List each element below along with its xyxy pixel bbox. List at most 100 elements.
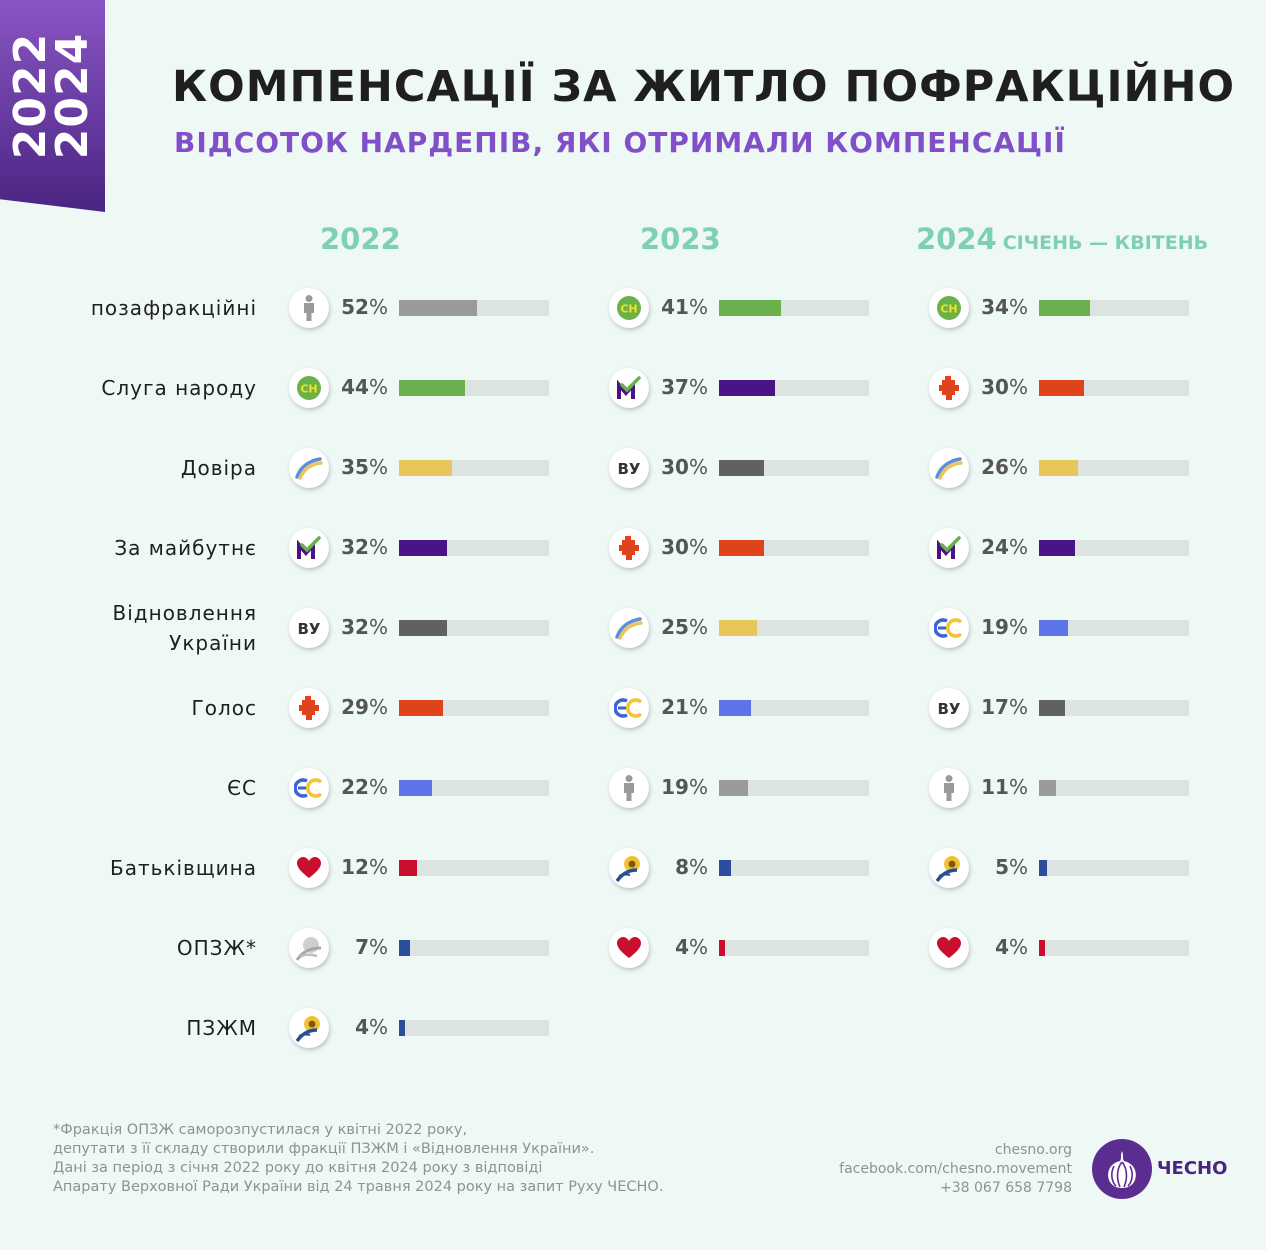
- bar-value-label: 25%: [661, 615, 708, 639]
- bar-track: [399, 620, 549, 636]
- bar-doveria: [1039, 460, 1078, 476]
- contacts: chesno.org facebook.com/chesno.movement …: [839, 1141, 1072, 1198]
- dovira-icon: [289, 448, 329, 488]
- bar-holos: [399, 700, 443, 716]
- bar-value-label: 30%: [661, 455, 708, 479]
- bar-value-label: 44%: [341, 375, 388, 399]
- sunflower-icon: [929, 848, 969, 888]
- bar-track: [719, 620, 869, 636]
- bar-track: [719, 300, 869, 316]
- bar-track: [719, 780, 869, 796]
- bar-value-label: 8%: [675, 855, 708, 879]
- year-ribbon-text: 2022 2024: [5, 32, 98, 160]
- bar-track: [399, 780, 549, 796]
- website-link[interactable]: chesno.org: [994, 1142, 1072, 1158]
- bar-doveria: [399, 460, 452, 476]
- person-icon: [929, 768, 969, 808]
- bar-doveria: [719, 620, 757, 636]
- bar-value-label: 35%: [341, 455, 388, 479]
- vu-icon: ВУ: [609, 448, 649, 488]
- bar-value-label: 4%: [675, 935, 708, 959]
- sunflower-icon: [609, 848, 649, 888]
- ribbon-year-end: 2024: [47, 32, 98, 160]
- facebook-link[interactable]: facebook.com/chesno.movement: [839, 1161, 1072, 1177]
- bar-track: [719, 700, 869, 716]
- bar-track: [719, 940, 869, 956]
- opzzh-icon: [289, 928, 329, 968]
- bar-track: [1039, 860, 1189, 876]
- row-label: ОПЗЖ*: [176, 936, 257, 960]
- bar-value-label: 17%: [981, 695, 1028, 719]
- year-ribbon: [0, 0, 105, 212]
- heart-icon: [289, 848, 329, 888]
- bar-track: [1039, 940, 1189, 956]
- bar-track: [1039, 540, 1189, 556]
- bar-track: [1039, 620, 1189, 636]
- svg-text:СН: СН: [300, 383, 317, 396]
- sluha-narodu-icon: СН: [609, 288, 649, 328]
- bar-track: [399, 380, 549, 396]
- bar-value-label: 5%: [995, 855, 1028, 879]
- bar-value-label: 29%: [341, 695, 388, 719]
- bar-value-label: 4%: [355, 1015, 388, 1039]
- column-period: СІЧЕНЬ — КВІТЕНЬ: [1002, 232, 1209, 254]
- row-label: Довіра: [180, 456, 257, 480]
- holos-icon: [289, 688, 329, 728]
- bar-value-label: 19%: [661, 775, 708, 799]
- bar-track: [719, 860, 869, 876]
- bar-value-label: 37%: [661, 375, 708, 399]
- dovira-icon: [929, 448, 969, 488]
- bar-sn: [719, 300, 781, 316]
- row-label: позафракційні: [90, 296, 257, 320]
- svg-text:ВУ: ВУ: [938, 700, 961, 718]
- bar-value-label: 22%: [341, 775, 388, 799]
- bar-value-label: 30%: [981, 375, 1028, 399]
- bar-track: [399, 540, 549, 556]
- bar-track: [399, 460, 549, 476]
- svg-text:ВУ: ВУ: [618, 460, 641, 478]
- bar-es: [719, 700, 751, 716]
- es-icon: [609, 688, 649, 728]
- bar-track: [1039, 380, 1189, 396]
- bar-value-label: 32%: [341, 615, 388, 639]
- bar-value-label: 41%: [661, 295, 708, 319]
- footnote-line: депутати з її складу створили фракції ПЗ…: [53, 1141, 595, 1157]
- bar-vu: [1039, 700, 1065, 716]
- bar-track: [1039, 700, 1189, 716]
- svg-text:СН: СН: [940, 303, 957, 316]
- bar-batk: [719, 940, 725, 956]
- row-label: ЄС: [227, 776, 257, 800]
- bar-vu: [399, 620, 447, 636]
- phone-number: +38 067 658 7798: [940, 1180, 1072, 1196]
- es-icon: [289, 768, 329, 808]
- bar-value-label: 52%: [341, 295, 388, 319]
- bar-track: [399, 940, 549, 956]
- bar-vu: [719, 460, 764, 476]
- row-label: Батьківщина: [109, 856, 257, 880]
- bar-track: [399, 1020, 549, 1036]
- bar-pzzhm: [719, 860, 731, 876]
- ribbon-year-start: 2022: [5, 32, 56, 160]
- bar-zm: [719, 380, 775, 396]
- bar-poza: [719, 780, 748, 796]
- holos-icon: [609, 528, 649, 568]
- bar-zm: [1039, 540, 1075, 556]
- bar-holos: [1039, 380, 1084, 396]
- bar-value-label: 19%: [981, 615, 1028, 639]
- sluha-narodu-icon: СН: [929, 288, 969, 328]
- vu-icon: ВУ: [929, 688, 969, 728]
- bar-zm: [399, 540, 447, 556]
- dovira-icon: [609, 608, 649, 648]
- vu-icon: ВУ: [289, 608, 329, 648]
- bar-opzzh: [399, 940, 410, 956]
- footnote-line: Дані за період з січня 2022 року до квіт…: [53, 1160, 543, 1176]
- column-header-2022: 2022: [320, 222, 401, 256]
- bar-value-label: 34%: [981, 295, 1028, 319]
- bar-value-label: 7%: [355, 935, 388, 959]
- bar-value-label: 30%: [661, 535, 708, 559]
- bar-value-label: 24%: [981, 535, 1028, 559]
- bar-track: [399, 860, 549, 876]
- bar-track: [1039, 780, 1189, 796]
- svg-text:СН: СН: [620, 303, 637, 316]
- footnote-line: Апарату Верховної Ради України від 24 тр…: [53, 1179, 664, 1195]
